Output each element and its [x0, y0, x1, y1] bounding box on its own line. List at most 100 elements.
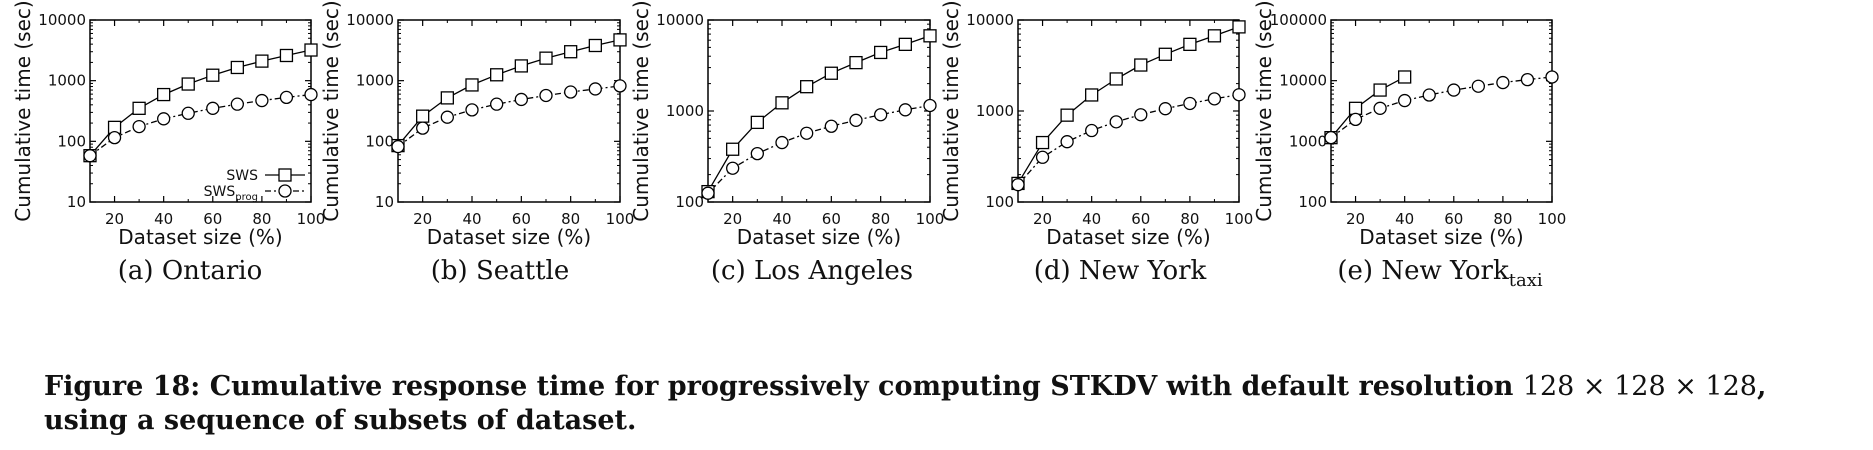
- data-point-square: [874, 45, 888, 60]
- x-tick-label: 100: [1538, 210, 1567, 228]
- y-tick-label: 10000: [38, 11, 86, 29]
- data-point-circle: [800, 126, 814, 140]
- data-point-circle: [726, 161, 740, 175]
- data-point-circle: [416, 121, 430, 135]
- data-point-circle: [181, 106, 195, 120]
- data-point-circle: [465, 103, 479, 117]
- data-point-circle: [255, 93, 269, 108]
- series-line-sws: [397, 39, 621, 147]
- series-line-swsprog: [89, 93, 312, 157]
- data-point-circle: [230, 97, 244, 111]
- series-line-sws: [89, 49, 312, 157]
- data-point-square: [181, 77, 195, 91]
- data-point-circle: [824, 119, 838, 133]
- data-point-square: [206, 68, 220, 82]
- data-point-circle: [1373, 101, 1387, 115]
- x-tick-label: 60: [512, 210, 531, 228]
- series-line-sws: [1017, 26, 1240, 184]
- data-point-square: [824, 66, 838, 80]
- x-tick-label: 60: [1444, 210, 1463, 228]
- figure-caption-end: , using a sequence of subsets of dataset…: [44, 371, 1767, 436]
- x-tick-label: 80: [252, 210, 271, 228]
- data-point-square: [1060, 108, 1074, 122]
- panel-caption: (b) Seattle: [431, 256, 570, 286]
- data-point-square: [1232, 20, 1246, 34]
- data-point-circle: [701, 186, 715, 200]
- series-line-swsprog: [1017, 94, 1240, 186]
- x-tick-label: 20: [413, 210, 432, 228]
- y-tick-label: 10: [375, 193, 394, 211]
- data-point-square: [564, 45, 578, 59]
- x-tick-label: 40: [1082, 210, 1101, 228]
- y-tick-label: 1000: [976, 102, 1014, 120]
- data-point-circle: [1447, 83, 1461, 97]
- data-point-circle: [440, 110, 454, 124]
- data-point-circle: [157, 112, 171, 126]
- data-point-circle: [391, 139, 405, 154]
- y-tick-label: 100: [675, 193, 704, 211]
- data-point-circle: [1183, 96, 1197, 111]
- data-point-circle: [132, 119, 146, 134]
- x-tick-label: 20: [105, 210, 124, 228]
- data-point-circle: [1422, 88, 1436, 102]
- x-tick-label: 60: [822, 210, 841, 228]
- data-point-square: [490, 68, 504, 82]
- y-tick-label: 100: [1298, 193, 1327, 211]
- y-tick-label: 1000: [356, 72, 394, 90]
- y-tick-label: 100000: [1270, 11, 1327, 29]
- y-tick-label: 10000: [966, 11, 1014, 29]
- x-tick-label: 20: [1346, 210, 1365, 228]
- x-tick-label: 80: [561, 210, 580, 228]
- x-tick-label: 80: [1493, 210, 1512, 228]
- data-point-square: [416, 109, 430, 123]
- data-point-square: [1207, 29, 1222, 43]
- y-tick-label: 100: [365, 132, 394, 150]
- chart-panel-3: 100 1000 10000 20 40 60 80 100 Dataset size (%) C…: [629, 0, 944, 286]
- data-point-circle: [775, 135, 789, 150]
- data-point-square: [775, 96, 789, 110]
- y-axis-title: Cumulative time (sec): [1252, 0, 1276, 221]
- y-tick-label: 10000: [346, 11, 394, 29]
- data-point-circle: [874, 108, 888, 122]
- data-point-square: [1183, 37, 1197, 52]
- data-point-circle: [750, 146, 764, 161]
- data-point-circle: [1207, 92, 1222, 106]
- chart-panel-4: 100 1000 10000 20 40 60 80 100 Dataset size (%) C…: [939, 0, 1253, 286]
- data-point-circle: [1496, 75, 1510, 90]
- chart-panel-2: 10 100 1000 10000 20 40 60 80 100 Dataset size (%…: [319, 0, 634, 286]
- data-point-circle: [1520, 72, 1535, 87]
- data-point-square: [1134, 58, 1148, 72]
- x-tick-label: 80: [871, 210, 890, 228]
- data-point-square: [1398, 70, 1412, 84]
- data-point-circle: [588, 82, 602, 96]
- y-tick-label: 1000: [666, 102, 704, 120]
- figure-label: Figure 18:: [44, 371, 201, 402]
- x-tick-label: 20: [1033, 210, 1052, 228]
- data-point-circle: [1398, 93, 1412, 108]
- figure-charts: 10 100 1000 10000 20 40 60 80 100 Dataset size (%…: [11, 0, 1567, 291]
- series-line-sws: [707, 35, 931, 192]
- data-point-square: [157, 87, 171, 102]
- figure-resolution: 128 × 128 × 128: [1522, 371, 1757, 402]
- data-point-square: [440, 91, 454, 105]
- data-point-square: [726, 142, 740, 156]
- panel-caption: (c) Los Angeles: [711, 256, 913, 286]
- y-tick-label: 10000: [1279, 72, 1327, 90]
- y-axis-title: Cumulative time (sec): [629, 0, 653, 221]
- y-tick-label: 100: [985, 193, 1014, 211]
- data-point-circle: [514, 92, 528, 107]
- y-axis-title: Cumulative time (sec): [11, 0, 35, 221]
- data-point-circle: [1158, 102, 1172, 116]
- legend-marker-square: [278, 168, 292, 182]
- data-point-circle: [490, 97, 504, 111]
- data-point-circle: [279, 90, 294, 105]
- data-point-circle: [1035, 150, 1050, 164]
- data-point-circle: [107, 131, 122, 145]
- data-point-circle: [923, 98, 937, 113]
- data-point-square: [230, 60, 244, 75]
- y-tick-label: 100: [57, 132, 86, 150]
- figure-caption: Figure 18: Cumulative response time for …: [44, 370, 1844, 438]
- data-point-circle: [1348, 112, 1363, 127]
- plot-frame: [397, 19, 621, 203]
- data-point-square: [1109, 72, 1123, 86]
